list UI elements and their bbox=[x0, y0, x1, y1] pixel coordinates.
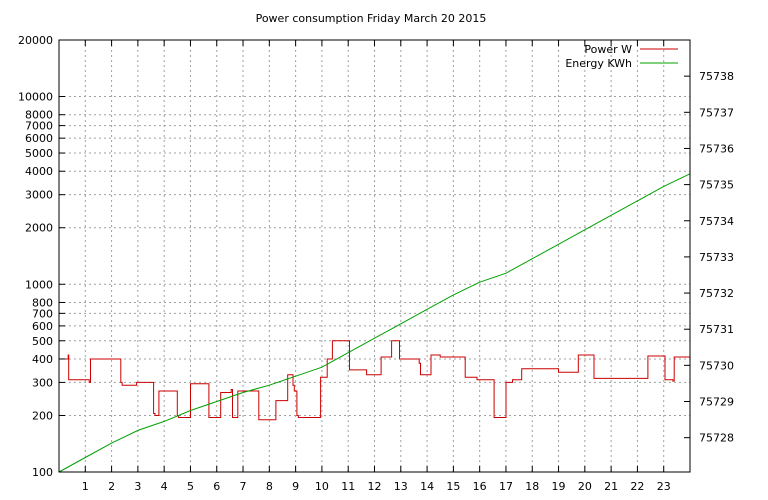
y-left-tick-label: 20000 bbox=[18, 34, 53, 47]
x-tick-label: 14 bbox=[420, 480, 434, 493]
x-tick-label: 22 bbox=[630, 480, 644, 493]
y-right-tick-label: 75732 bbox=[699, 287, 734, 300]
x-tick-label: 13 bbox=[394, 480, 408, 493]
y-left-tick-label: 3000 bbox=[25, 189, 53, 202]
y-right-tick-label: 75730 bbox=[699, 359, 734, 372]
y-right-tick-label: 75731 bbox=[699, 323, 734, 336]
x-tick-label: 5 bbox=[187, 480, 194, 493]
y-left-tick-label: 300 bbox=[32, 376, 53, 389]
y-left-tick-label: 7000 bbox=[25, 120, 53, 133]
legend-label-energy: Energy KWh bbox=[565, 57, 632, 70]
y-right-tick-label: 75733 bbox=[699, 251, 734, 264]
y-left-tick-label: 5000 bbox=[25, 147, 53, 160]
x-tick-label: 10 bbox=[315, 480, 329, 493]
y-left-tick-label: 2000 bbox=[25, 222, 53, 235]
energy-kwh-series-line bbox=[58, 173, 691, 473]
y-left-tick-label: 4000 bbox=[25, 165, 53, 178]
x-tick-label: 12 bbox=[368, 480, 382, 493]
y-right-tick-label: 75728 bbox=[699, 432, 734, 445]
x-tick-label: 23 bbox=[657, 480, 671, 493]
x-tick-label: 15 bbox=[446, 480, 460, 493]
x-tick-label: 2 bbox=[108, 480, 115, 493]
y-left-tick-label: 500 bbox=[32, 335, 53, 348]
series-layer bbox=[58, 173, 691, 473]
y-left-tick-label: 6000 bbox=[25, 132, 53, 145]
chart-title: Power consumption Friday March 20 2015 bbox=[256, 12, 487, 25]
x-tick-label: 20 bbox=[578, 480, 592, 493]
y-left-tick-label: 1000 bbox=[25, 278, 53, 291]
x-tick-label: 17 bbox=[499, 480, 513, 493]
y-right-tick-label: 75737 bbox=[699, 106, 734, 119]
y-left-tick-label: 400 bbox=[32, 353, 53, 366]
x-tick-label: 9 bbox=[292, 480, 299, 493]
legend: Power W Energy KWh bbox=[565, 43, 678, 70]
x-tick-label: 7 bbox=[240, 480, 247, 493]
x-tick-label: 4 bbox=[161, 480, 168, 493]
x-tick-label: 8 bbox=[266, 480, 273, 493]
y-left-tick-label: 800 bbox=[32, 296, 53, 309]
y-left-tick-label: 8000 bbox=[25, 109, 53, 122]
grid-lines bbox=[59, 40, 690, 472]
y-right-tick-label: 75738 bbox=[699, 70, 734, 83]
y-left-tick-label: 200 bbox=[32, 409, 53, 422]
x-tick-label: 3 bbox=[134, 480, 141, 493]
x-tick-label: 1 bbox=[82, 480, 89, 493]
x-tick-label: 18 bbox=[525, 480, 539, 493]
axis-ticks: 1 2 3 4 5 6 7 8 9 10 11 12 13 14 15 16 17 18 19 20 21 22 23100… bbox=[18, 34, 734, 493]
y-right-tick-label: 75735 bbox=[699, 179, 734, 192]
x-tick-label: 19 bbox=[552, 480, 566, 493]
x-tick-label: 16 bbox=[473, 480, 487, 493]
x-tick-label: 11 bbox=[341, 480, 355, 493]
y-right-tick-label: 75729 bbox=[699, 396, 734, 409]
y-left-tick-label: 10000 bbox=[18, 91, 53, 104]
y-right-tick-label: 75734 bbox=[699, 215, 734, 228]
x-tick-label: 6 bbox=[213, 480, 220, 493]
y-left-tick-label: 100 bbox=[32, 466, 53, 479]
legend-label-power: Power W bbox=[584, 43, 632, 56]
y-left-tick-label: 600 bbox=[32, 320, 53, 333]
power-w-series-line bbox=[59, 340, 690, 421]
y-left-tick-label: 700 bbox=[32, 307, 53, 320]
x-tick-label: 21 bbox=[604, 480, 618, 493]
y-right-tick-label: 75736 bbox=[699, 142, 734, 155]
